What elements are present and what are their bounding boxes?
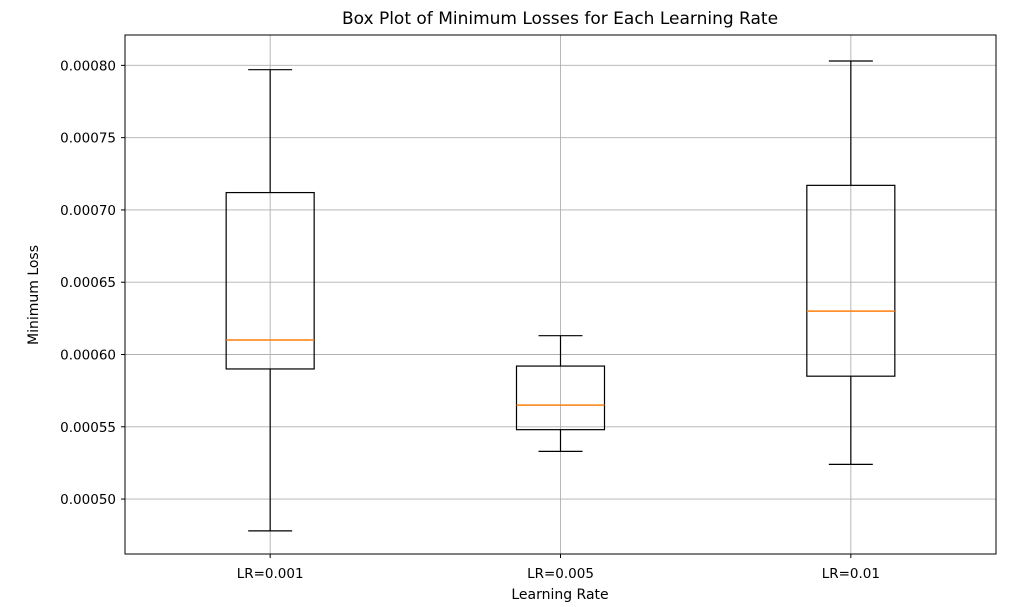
y-tick-label: 0.00075 <box>60 131 116 147</box>
box-3 <box>806 60 896 465</box>
axis-ticks: 0.00050 0.00055 0.00060 0.00065 0.00070 0.000… <box>60 58 880 582</box>
grid-lines <box>125 35 996 554</box>
x-tick-label: LR=0.005 <box>527 566 594 582</box>
y-tick-label: 0.00050 <box>60 492 116 508</box>
box-2 <box>515 335 606 452</box>
y-tick-label: 0.00055 <box>60 420 116 436</box>
x-tick-label: LR=0.001 <box>237 566 304 582</box>
y-tick-label: 0.00065 <box>60 275 116 291</box>
x-axis-label: Learning Rate <box>511 587 608 603</box>
y-tick-label: 0.00060 <box>60 347 116 363</box>
box-1 <box>225 69 315 532</box>
x-tick-label: LR=0.01 <box>822 566 880 582</box>
chart-title: Box Plot of Minimum Losses for Each Lear… <box>342 9 778 29</box>
boxes <box>225 60 896 532</box>
iqr-box <box>225 191 315 370</box>
iqr-box <box>806 184 896 377</box>
y-tick-label: 0.00080 <box>60 58 116 74</box>
iqr-box <box>515 365 606 431</box>
y-tick-label: 0.00070 <box>60 203 116 219</box>
y-axis-label: Minimum Loss <box>26 245 42 345</box>
